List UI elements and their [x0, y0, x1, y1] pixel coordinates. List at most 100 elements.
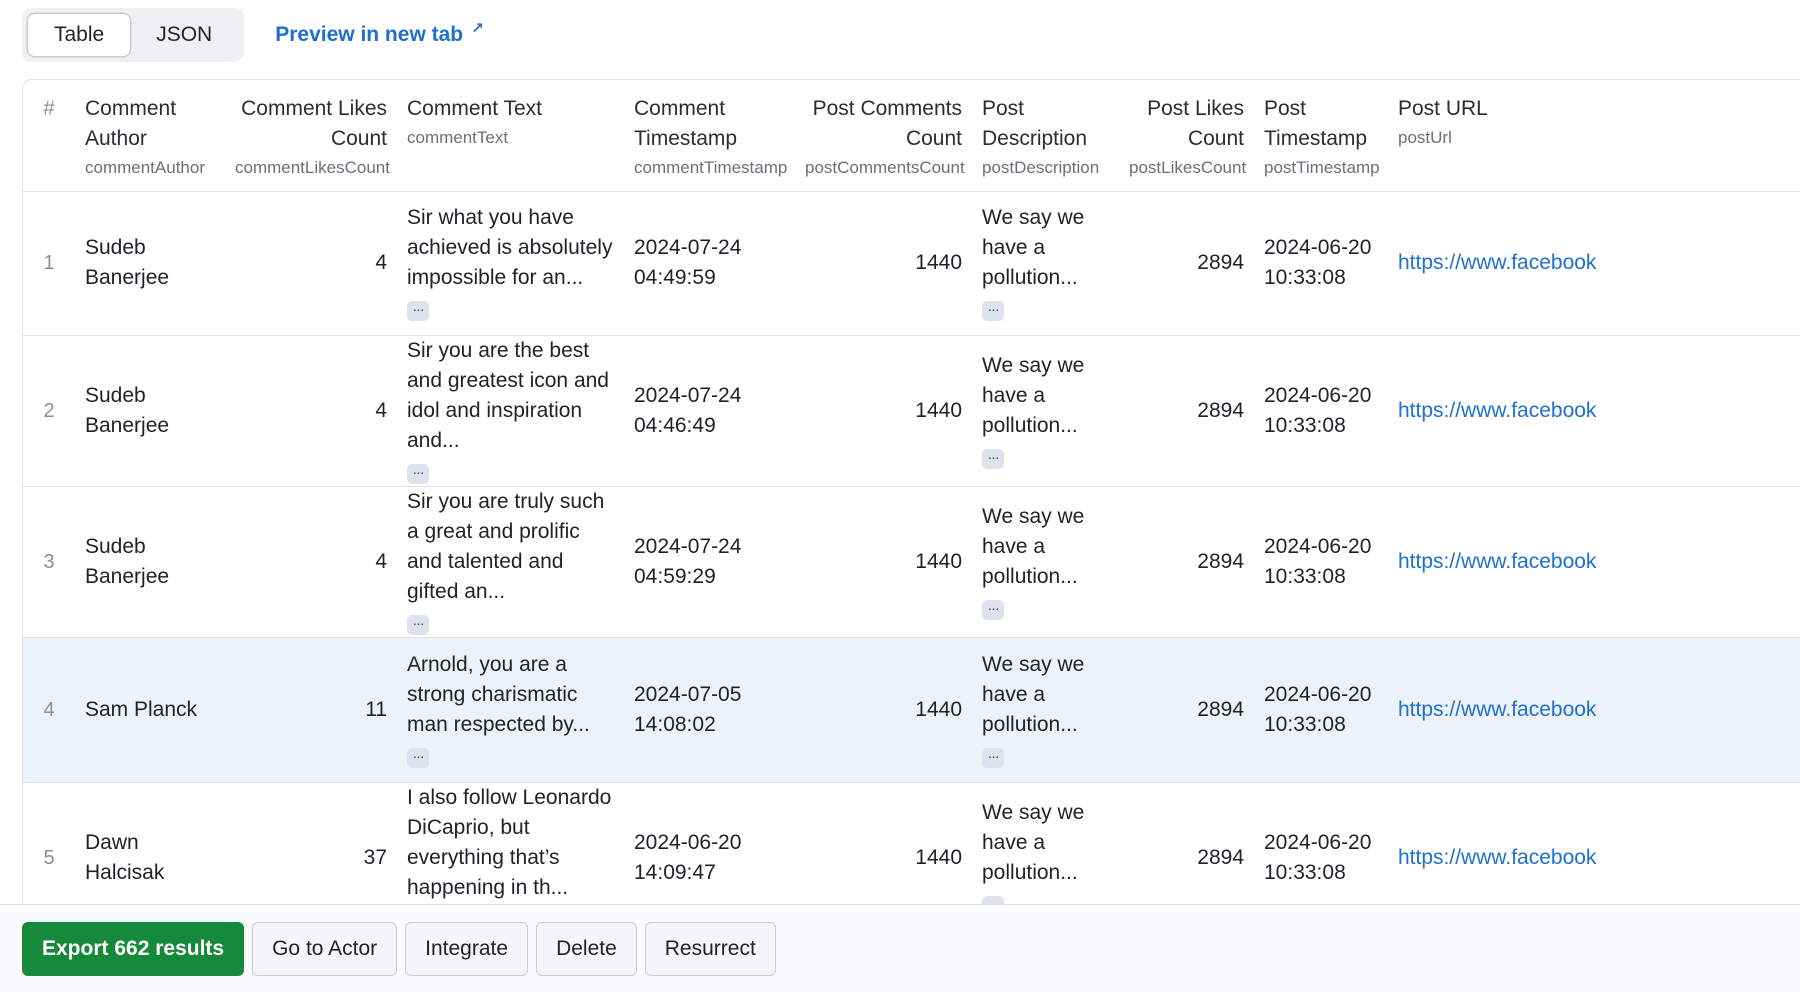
column-key: postLikesCount	[1129, 158, 1247, 177]
cell-comment-author: Sudeb Banerjee	[75, 335, 225, 487]
cell-index: 1	[23, 191, 75, 336]
cell-post-url-value: https://www.facebook	[1398, 697, 1597, 721]
column-key: postUrl	[1398, 128, 1452, 147]
results-table-container[interactable]: # Comment Author commentAuthor Comment L…	[22, 79, 1800, 907]
cell-comment-timestamp: 2024-07-24 04:49:59	[624, 191, 795, 336]
cell-post-timestamp-value: 2024-06-20 10:33:08	[1264, 830, 1372, 884]
cell-comment-likes-count-value: 37	[363, 845, 387, 869]
cell-index-value: 5	[43, 846, 55, 869]
export-results-button[interactable]: Export 662 results	[22, 921, 245, 976]
delete-button[interactable]: Delete	[536, 921, 637, 976]
column-key: postTimestamp	[1264, 158, 1380, 177]
cell-comment-author-value: Sudeb Banerjee	[85, 236, 170, 290]
cell-post-description-value: We say we have a pollution...	[982, 505, 1085, 588]
column-label: Post Timestamp	[1264, 97, 1368, 150]
resurrect-button[interactable]: Resurrect	[644, 921, 776, 976]
cell-post-url[interactable]: https://www.facebook	[1388, 782, 1800, 907]
go-to-actor-button[interactable]: Go to Actor	[252, 921, 398, 976]
cell-comment-author-value: Dawn Halcisak	[85, 830, 165, 884]
cell-post-timestamp-value: 2024-06-20 10:33:08	[1264, 682, 1372, 736]
expand-text-button[interactable]: ···	[407, 747, 429, 768]
cell-post-likes-count: 2894	[1119, 335, 1254, 487]
cell-post-comments-count-value: 1440	[915, 697, 962, 721]
cell-post-comments-count-value: 1440	[915, 251, 962, 275]
table-row[interactable]: 1 Sudeb Banerjee 4 Sir what you have achiev…	[23, 191, 1800, 336]
column-label: Comment Author	[85, 97, 177, 150]
external-link-icon: ↗	[471, 20, 484, 37]
cell-comment-text-value: Sir what you have achieved is absolutely…	[407, 206, 613, 290]
expand-text-button[interactable]: ···	[407, 301, 429, 322]
cell-comment-text: Sir you are the best and greatest icon a…	[397, 335, 624, 487]
cell-post-url[interactable]: https://www.facebook	[1388, 335, 1800, 487]
cell-post-url[interactable]: https://www.facebook	[1388, 191, 1800, 336]
cell-comment-timestamp: 2024-07-24 04:46:49	[624, 335, 795, 487]
column-header-comment-likes-count[interactable]: Comment Likes Count commentLikesCount	[225, 80, 397, 192]
column-label: Comment Timestamp	[634, 97, 738, 150]
preview-link-label: Preview in new tab	[275, 23, 464, 46]
expand-text-button[interactable]: ···	[982, 600, 1004, 620]
cell-comment-timestamp-value: 2024-07-24 04:59:29	[634, 535, 742, 588]
cell-post-url-value: https://www.facebook	[1398, 399, 1597, 422]
cell-post-likes-count: 2894	[1119, 486, 1254, 638]
cell-comment-timestamp-value: 2024-07-24 04:49:59	[634, 236, 742, 290]
cell-post-url-value: https://www.facebook	[1398, 550, 1597, 573]
table-header-row: # Comment Author commentAuthor Comment L…	[23, 80, 1800, 192]
expand-text-button[interactable]: ···	[407, 615, 429, 635]
cell-comment-author-value: Sam Planck	[85, 697, 198, 721]
cell-index-value: 2	[43, 400, 55, 422]
column-label: Post URL	[1398, 97, 1488, 120]
table-row[interactable]: 3 Sudeb Banerjee 4 Sir you are truly such a…	[23, 486, 1800, 638]
column-header-post-timestamp[interactable]: Post Timestamp postTimestamp	[1254, 80, 1388, 192]
column-header-post-likes-count[interactable]: Post Likes Count postLikesCount	[1119, 80, 1254, 192]
cell-post-comments-count-value: 1440	[915, 399, 962, 422]
cell-comment-likes-count: 37	[225, 782, 397, 907]
column-header-post-url[interactable]: Post URL postUrl	[1388, 80, 1800, 192]
column-label: Comment Likes Count	[241, 97, 387, 150]
cell-comment-likes-count: 4	[225, 486, 397, 638]
expand-text-button[interactable]: ···	[982, 449, 1004, 469]
cell-post-description: We say we have a pollution... ···	[972, 486, 1119, 638]
table-row[interactable]: 5 Dawn Halcisak 37 I also follow Leonardo D…	[23, 782, 1800, 907]
cell-comment-text-value: I also follow Leonardo DiCaprio, but eve…	[407, 785, 612, 899]
cell-comment-likes-count-value: 11	[365, 697, 387, 721]
cell-comment-likes-count-value: 4	[375, 550, 387, 573]
cell-post-url[interactable]: https://www.facebook	[1388, 637, 1800, 783]
cell-post-url[interactable]: https://www.facebook	[1388, 486, 1800, 638]
table-row[interactable]: 2 Sudeb Banerjee 4 Sir you are the best and…	[23, 335, 1800, 487]
cell-comment-timestamp-value: 2024-07-05 14:08:02	[634, 682, 742, 736]
cell-post-comments-count: 1440	[795, 191, 972, 336]
json-view-tab[interactable]: JSON	[156, 23, 213, 46]
cell-index: 3	[23, 486, 75, 638]
column-header-post-description[interactable]: Post Description postDescription	[972, 80, 1119, 192]
column-label: Comment Text	[407, 97, 542, 120]
cell-post-description-value: We say we have a pollution...	[982, 652, 1085, 736]
cell-post-comments-count: 1440	[795, 486, 972, 638]
view-toggle: Table JSON	[22, 8, 245, 62]
column-header-post-comments-count[interactable]: Post Comments Count postCommentsCount	[795, 80, 972, 192]
cell-index-value: 3	[43, 551, 55, 573]
column-header-comment-author[interactable]: Comment Author commentAuthor	[75, 80, 225, 192]
column-label: Post Description	[982, 97, 1088, 150]
expand-text-button[interactable]: ···	[982, 747, 1004, 768]
table-row[interactable]: 4 Sam Planck 11 Arnold, you are a strong ch…	[23, 637, 1800, 783]
cell-comment-timestamp: 2024-06-20 14:09:47	[624, 782, 795, 907]
expand-text-button[interactable]: ···	[407, 464, 429, 484]
cell-comment-text-value: Sir you are truly such a great and proli…	[407, 490, 605, 603]
cell-post-timestamp-value: 2024-06-20 10:33:08	[1264, 535, 1372, 588]
cell-post-description: We say we have a pollution... ···	[972, 637, 1119, 783]
table-view-tab[interactable]: Table	[28, 14, 131, 56]
cell-comment-likes-count: 11	[225, 637, 397, 783]
column-header-comment-text[interactable]: Comment Text commentText	[397, 80, 624, 192]
cell-post-likes-count: 2894	[1119, 782, 1254, 907]
cell-comment-likes-count-value: 4	[375, 251, 387, 275]
expand-text-button[interactable]: ···	[982, 895, 1004, 907]
cell-post-comments-count-value: 1440	[915, 845, 962, 869]
view-toolbar: Table JSON Preview in new tab ↗	[22, 8, 484, 62]
column-header-comment-timestamp[interactable]: Comment Timestamp commentTimestamp	[624, 80, 795, 192]
integrate-button[interactable]: Integrate	[405, 921, 529, 976]
expand-text-button[interactable]: ···	[982, 301, 1004, 322]
preview-in-new-tab-link[interactable]: Preview in new tab ↗	[275, 20, 483, 47]
column-label: #	[43, 97, 55, 120]
cell-comment-timestamp: 2024-07-05 14:08:02	[624, 637, 795, 783]
cell-post-likes-count-value: 2894	[1197, 251, 1244, 275]
